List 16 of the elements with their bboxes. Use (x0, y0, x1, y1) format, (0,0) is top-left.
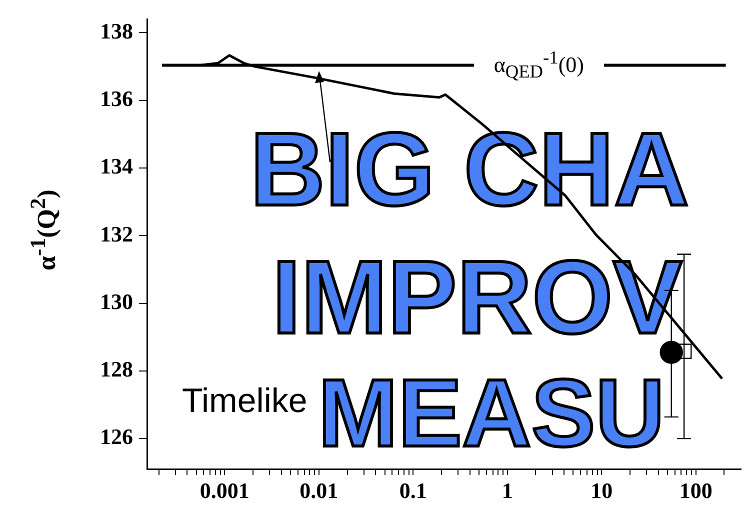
y-tick-label: 126 (100, 424, 133, 450)
y-tick-label: 138 (100, 18, 133, 44)
x-tick-label: 1 (502, 478, 513, 503)
y-tick-label: 130 (100, 288, 133, 314)
x-tick-label: 0.001 (200, 478, 250, 503)
annotation: MEASU (318, 360, 665, 467)
x-tick-label: 0.01 (300, 478, 338, 503)
x-tick-label: 100 (679, 478, 712, 503)
y-tick-label: 128 (100, 356, 133, 382)
x-tick-label: 0.1 (399, 478, 427, 503)
y-tick-label: 132 (100, 221, 133, 246)
annotation: Timelike (182, 382, 308, 421)
ref-line-label: α$_{QED}$$^{-1}$(0) (474, 48, 604, 83)
x-tick-label: 10 (590, 478, 613, 503)
y-tick-label: 136 (100, 86, 133, 112)
y-tick-label: 134 (100, 154, 133, 179)
